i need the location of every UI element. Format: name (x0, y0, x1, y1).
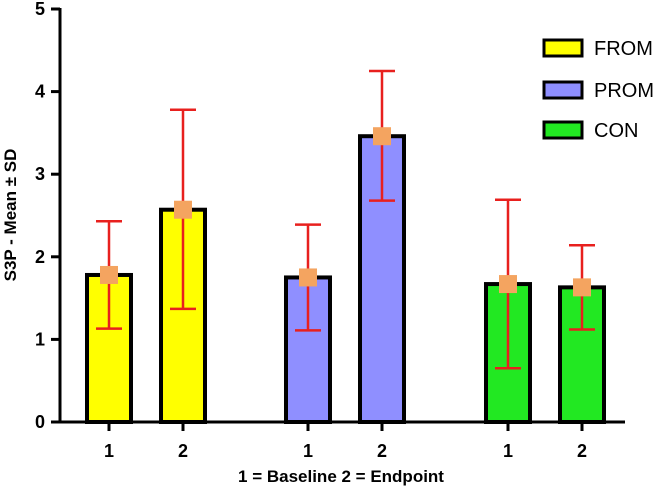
x-tick-label: 2 (377, 441, 387, 461)
y-tick-label: 4 (35, 82, 45, 102)
mean-marker-from-1 (100, 265, 118, 284)
legend-swatch-con (542, 120, 584, 140)
y-tick-label: 1 (35, 329, 45, 349)
legend-label-from: FROM (594, 38, 653, 60)
mean-marker-con-1 (499, 275, 517, 294)
axes-layer (58, 8, 625, 424)
x-tick-label: 1 (303, 441, 313, 461)
y-tick-label: 0 (35, 412, 45, 432)
legend-swatch-from (542, 38, 584, 58)
legend-label-con: CON (594, 120, 638, 142)
mean-marker-prom-1 (299, 268, 317, 287)
mean-marker-con-2 (573, 278, 591, 297)
y-tick-label: 5 (35, 0, 45, 19)
y-axis-title: S3P - Mean ± SD (1, 149, 20, 282)
x-tick-label: 2 (178, 441, 188, 461)
x-axis-title: 1 = Baseline 2 = Endpoint (238, 467, 444, 486)
legend-label-prom: PROM (594, 80, 654, 102)
y-tick-label: 3 (35, 164, 45, 184)
legend: FROM PROM CON (542, 38, 654, 142)
mean-marker-prom-2 (373, 127, 391, 146)
y-tick-label: 2 (35, 247, 45, 267)
x-tick-label: 1 (503, 441, 513, 461)
x-tick-label: 1 (104, 441, 114, 461)
x-tick-label: 2 (577, 441, 587, 461)
y-ticks: 0 1 2 3 4 5 (35, 0, 60, 432)
bar-prom-2 (358, 134, 406, 424)
mean-marker-from-2 (174, 200, 192, 219)
x-ticks: 1 2 1 2 1 2 (104, 422, 587, 461)
legend-swatch-prom (542, 80, 584, 100)
bars-layer (85, 134, 606, 425)
errorbars-layer (96, 69, 595, 370)
